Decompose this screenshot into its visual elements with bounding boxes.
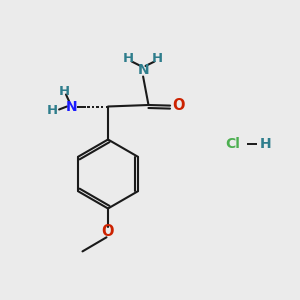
Text: O: O: [102, 224, 114, 239]
Text: Cl: Cl: [225, 137, 240, 151]
Text: H: H: [47, 103, 58, 117]
Text: O: O: [172, 98, 185, 113]
Text: H: H: [59, 85, 70, 98]
Text: N: N: [137, 63, 149, 77]
Text: H: H: [123, 52, 134, 65]
Text: N: N: [66, 100, 77, 113]
Text: H: H: [152, 52, 163, 65]
Text: H: H: [260, 137, 271, 151]
